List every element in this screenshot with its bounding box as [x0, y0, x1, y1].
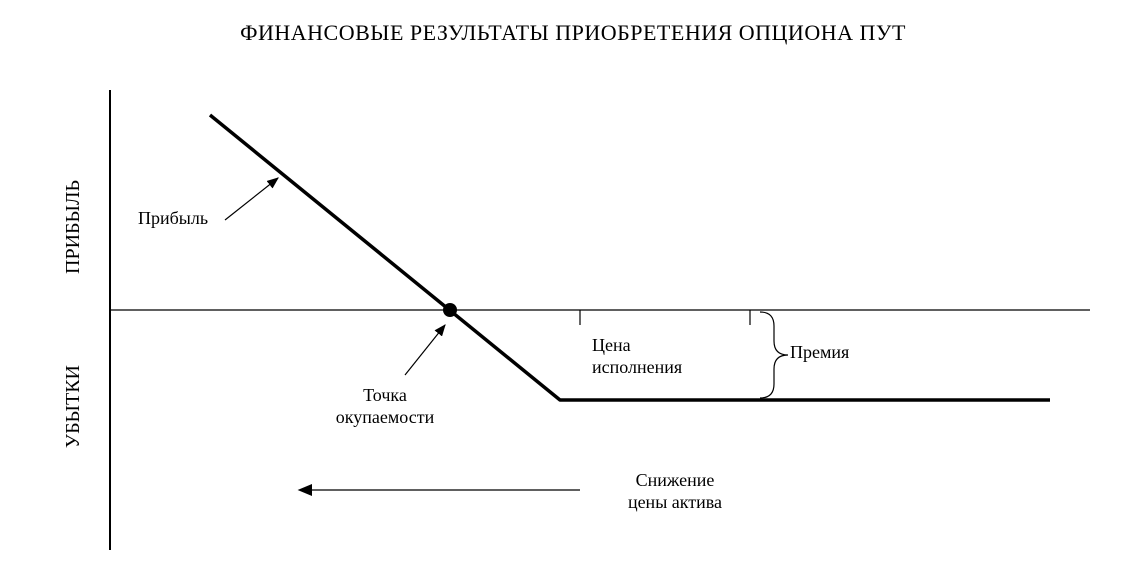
price-decrease-line2: цены актива: [628, 492, 722, 512]
price-decrease-annotation: Снижение цены актива: [590, 470, 760, 513]
breakeven-arrow: [405, 325, 445, 375]
price-decrease-line1: Снижение: [636, 470, 715, 490]
breakeven-annotation-line1: Точка: [363, 385, 407, 405]
chart-svg: [50, 80, 1100, 560]
chart-title: ФИНАНСОВЫЕ РЕЗУЛЬТАТЫ ПРИОБРЕТЕНИЯ ОПЦИО…: [0, 20, 1146, 46]
breakeven-annotation: Точка окупаемости: [300, 385, 470, 428]
breakeven-annotation-line2: окупаемости: [336, 407, 434, 427]
profit-annotation: Прибыль: [138, 208, 208, 230]
chart-area: ПРИБЫЛЬ УБЫТКИ Прибыль: [50, 80, 1100, 560]
profit-arrow: [225, 178, 278, 220]
strike-price-annotation: Цена исполнения: [592, 335, 682, 378]
premium-annotation: Премия: [790, 342, 849, 364]
strike-price-line2: исполнения: [592, 357, 682, 377]
strike-price-line1: Цена: [592, 335, 631, 355]
y-axis-label-profit: ПРИБЫЛЬ: [62, 180, 85, 274]
y-axis-label-loss: УБЫТКИ: [62, 365, 85, 448]
premium-bracket: [760, 312, 788, 398]
breakeven-point: [443, 303, 457, 317]
